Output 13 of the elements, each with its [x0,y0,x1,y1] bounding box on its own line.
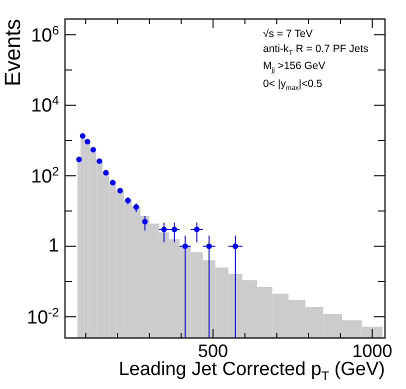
y-tick-label: 1 [48,236,59,257]
x-axis-title: Leading Jet Corrected p$_{T}$ (GeV) [118,359,385,383]
x-tick-label: 500 [198,341,228,361]
y-tick-label: 10$^{4}$ [30,94,59,117]
annotation: 0< |y$_{max}$|<0.5 [263,78,324,94]
y-tick-label: 10$^{6}$ [30,23,59,46]
annotation: M$_{jj}$ >156 GeV [263,60,326,76]
annotation: √s = 7 TeV [263,28,314,40]
annotation: anti-k$_{T}$ R = 0.7 PF Jets [263,42,368,58]
y-tick-label: 10$^{2}$ [30,164,59,188]
x-tick-label: 1000 [352,341,392,361]
y-tick-label: 10$^{-2}$ [26,305,59,328]
y-axis-title: Events [0,19,25,86]
